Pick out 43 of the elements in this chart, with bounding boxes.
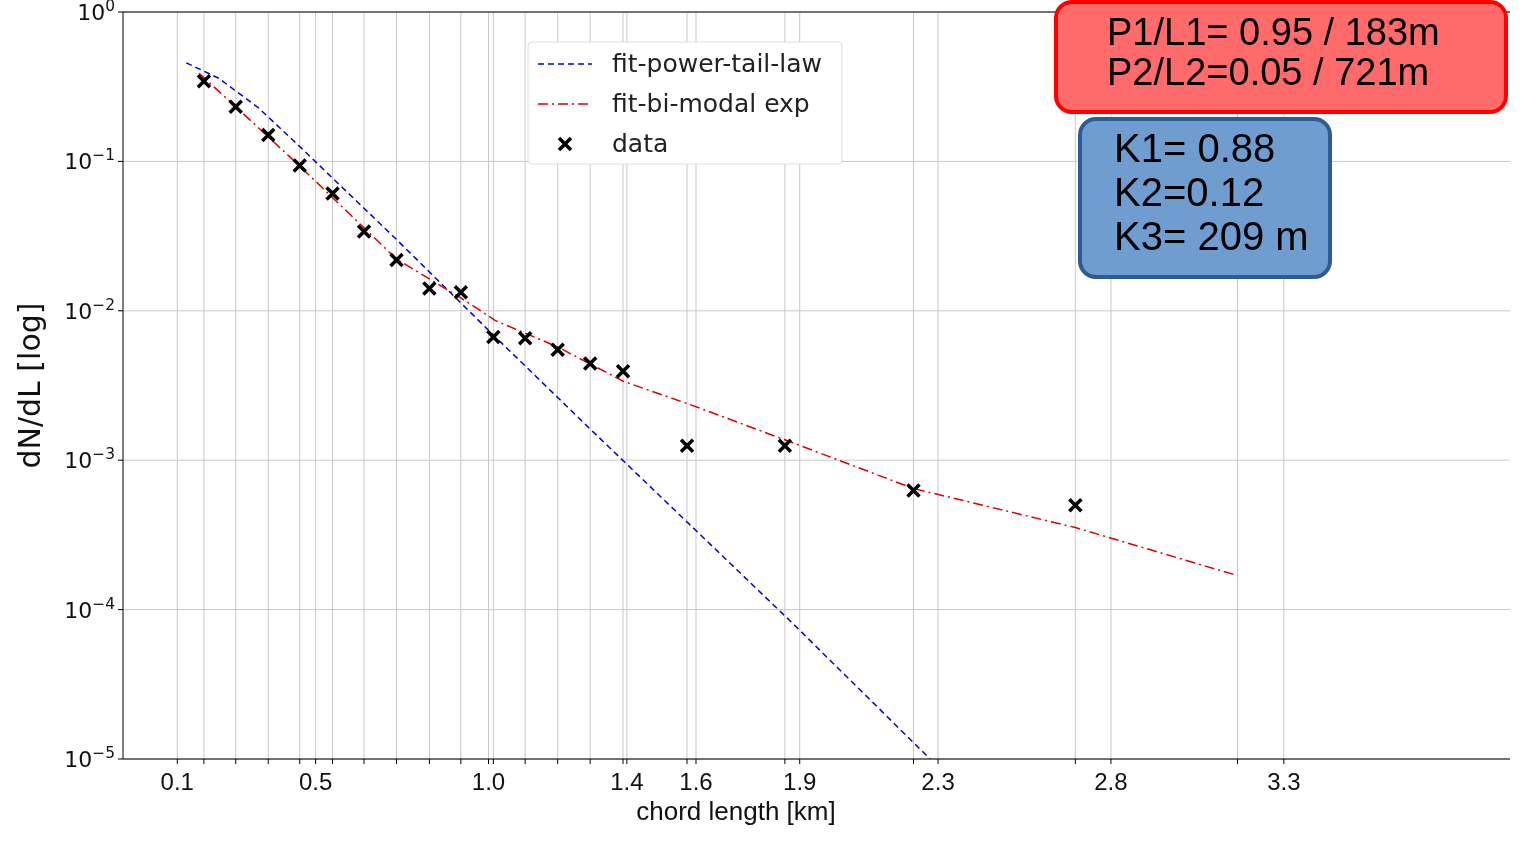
point: [421, 280, 438, 297]
point: [227, 99, 244, 115]
point: [615, 363, 631, 379]
annotation: P1/L1= 0.95 / 183m: [1107, 11, 1440, 53]
point: [356, 223, 372, 240]
annotation: K1= 0.88: [1114, 126, 1276, 170]
y-tick-label: 10$^{−1}$: [64, 146, 115, 175]
point: [453, 284, 469, 301]
x-tick-label: 1.4: [610, 768, 644, 795]
point: [549, 342, 566, 358]
annotation: K2=0.12: [1114, 170, 1265, 214]
x-tick-label: 3.3: [1267, 768, 1301, 795]
x-tick-label: 2.8: [1094, 768, 1128, 795]
legend-label: data: [612, 129, 669, 158]
x-tick-label: 2.3: [921, 768, 955, 795]
point: [324, 185, 341, 202]
x-axis-title: chord length [km]: [636, 796, 836, 826]
legend-label: fit-power-tail-law: [612, 49, 823, 78]
point: [517, 330, 533, 346]
annotation: K3= 209 m: [1114, 214, 1309, 258]
point: [260, 127, 276, 143]
legend-label: fit-bi-modal exp: [612, 89, 810, 118]
point: [388, 252, 405, 268]
point: [905, 482, 922, 499]
y-tick-label: 10$^{0}$: [77, 0, 115, 25]
point: [777, 437, 793, 454]
x-tick-label: 1.0: [471, 768, 506, 795]
point: [485, 329, 502, 345]
y-tick-label: 10$^{−5}$: [64, 744, 115, 772]
y-axis-title: dN/dL [log]: [12, 302, 47, 469]
x-tick-label: 1.9: [783, 768, 817, 795]
point: [1067, 497, 1084, 513]
point: [679, 437, 695, 454]
y-tick-label: 10$^{−4}$: [64, 594, 115, 623]
point: [196, 73, 212, 89]
y-tick-label: 10$^{−2}$: [64, 295, 115, 324]
x-tick-label: 1.6: [679, 768, 713, 795]
x-tick-label: 0.1: [160, 768, 194, 795]
point: [582, 355, 598, 372]
annotation: P2/L2=0.05 / 721m: [1107, 51, 1430, 93]
point: [291, 157, 308, 174]
y-tick-label: 10$^{−3}$: [64, 445, 115, 474]
x-tick-label: 0.5: [298, 768, 333, 795]
